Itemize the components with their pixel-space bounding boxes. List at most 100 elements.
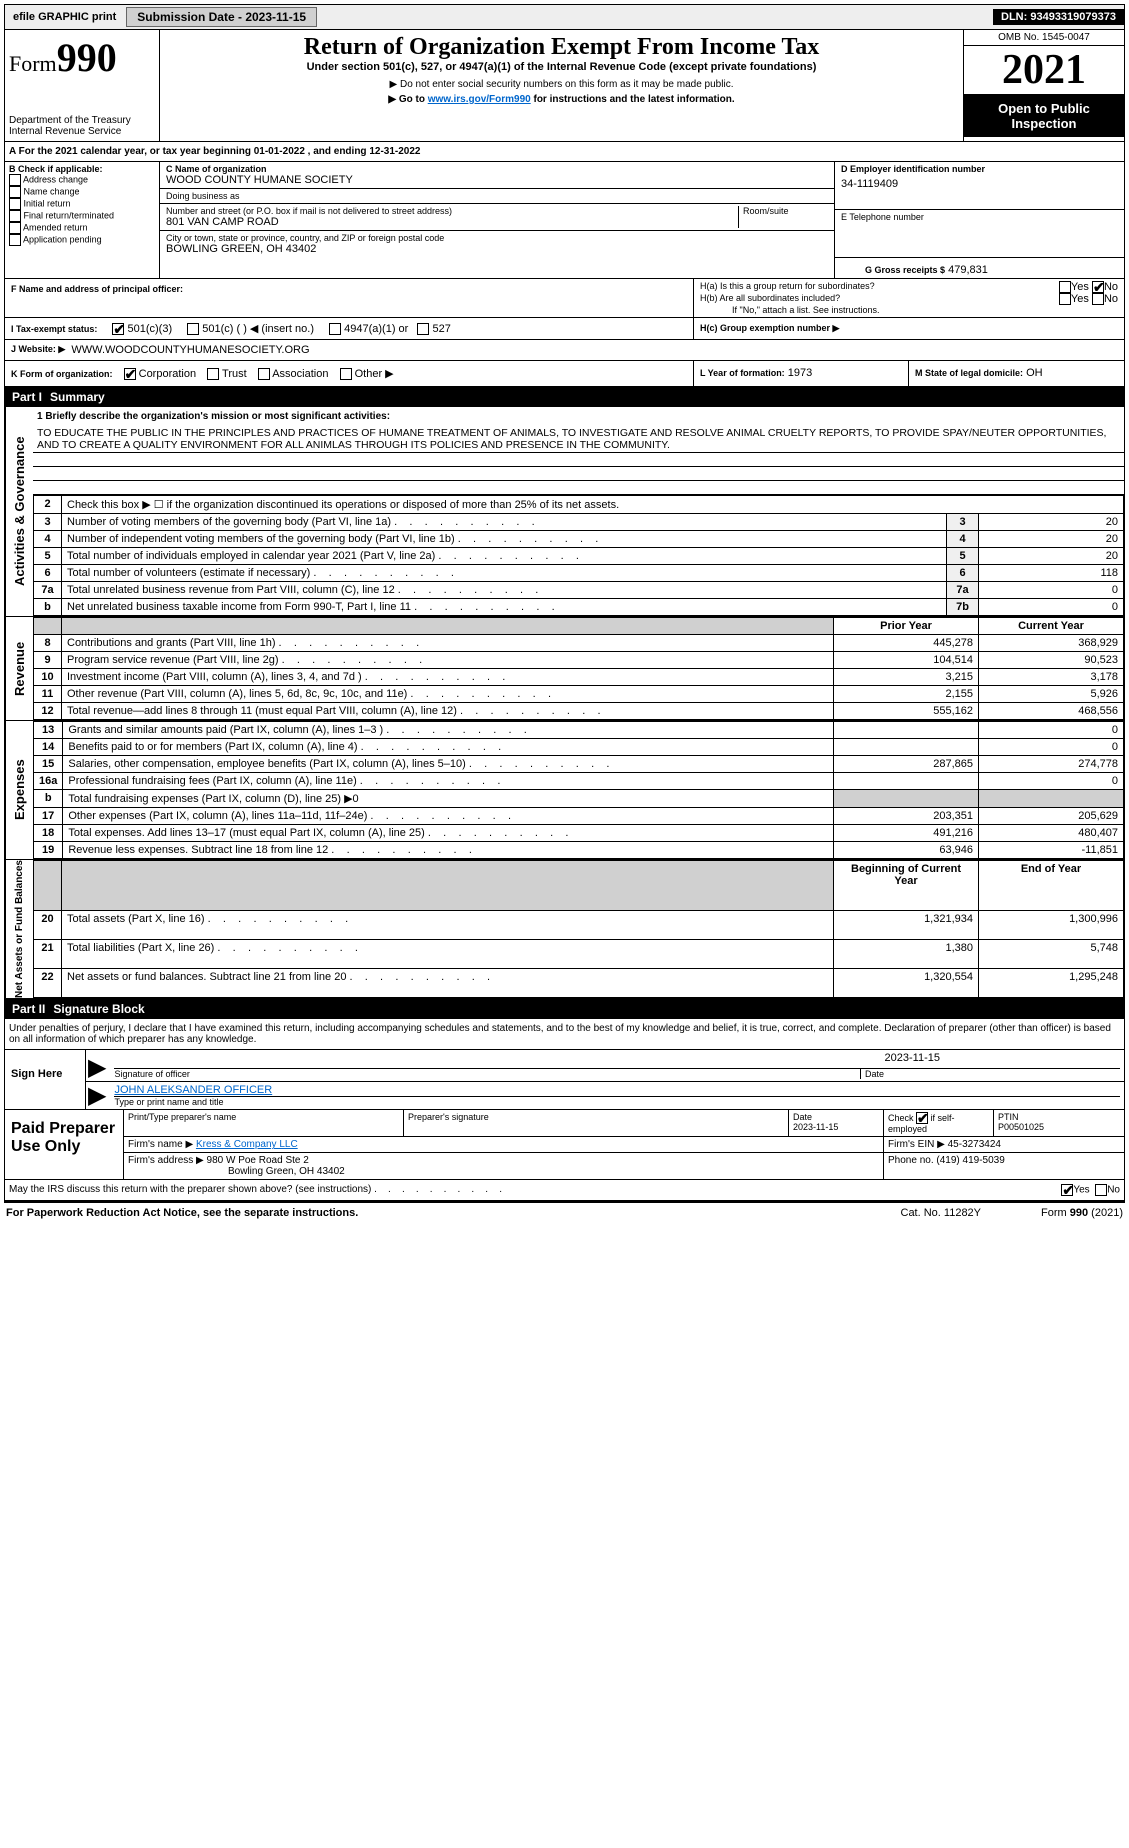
lbl-address-change: Address change (23, 174, 88, 184)
chk-501c[interactable] (187, 323, 199, 335)
paid-preparer-block: Paid Preparer Use Only Print/Type prepar… (4, 1110, 1125, 1180)
firm-ein-lbl: Firm's EIN ▶ (888, 1139, 945, 1150)
opt-corp: Corporation (139, 368, 196, 380)
table-row: 11Other revenue (Part VIII, column (A), … (34, 686, 1124, 703)
discuss-yes: Yes (1073, 1185, 1089, 1196)
table-row: 6Total number of volunteers (estimate if… (34, 565, 1124, 582)
form-footer: Form 990 (2021) (1041, 1207, 1123, 1219)
netassets-table: Beginning of Current YearEnd of Year20To… (33, 860, 1124, 998)
year-formation-value: 1973 (788, 367, 812, 379)
section-b-label: B Check if applicable: (9, 164, 155, 174)
h-b-note: If "No," attach a list. See instructions… (700, 305, 1118, 315)
firm-addr-lbl: Firm's address ▶ (128, 1155, 204, 1166)
chk-corp[interactable] (124, 368, 136, 380)
ptin-val: P00501025 (998, 1122, 1120, 1132)
ha-yes: Yes (1071, 281, 1089, 293)
entity-block: B Check if applicable: Address change Na… (4, 162, 1125, 279)
city-value: BOWLING GREEN, OH 43402 (166, 243, 828, 255)
form-prefix: Form (9, 51, 57, 76)
table-row: 13Grants and similar amounts paid (Part … (34, 722, 1124, 739)
vtab-revenue: Revenue (5, 617, 33, 720)
chk-4947[interactable] (329, 323, 341, 335)
goto-post: for instructions and the latest informat… (531, 94, 735, 105)
chk-hb-yes[interactable] (1059, 293, 1071, 305)
chk-final-return[interactable] (9, 210, 21, 222)
principal-officer-label: F Name and address of principal officer: (11, 284, 183, 294)
chk-assoc[interactable] (258, 368, 270, 380)
chk-other[interactable] (340, 368, 352, 380)
lbl-name-change: Name change (24, 186, 80, 196)
chk-initial-return[interactable] (9, 198, 21, 210)
paid-preparer-label: Paid Preparer Use Only (5, 1110, 123, 1179)
klm-block: K Form of organization: Corporation Trus… (4, 361, 1125, 387)
lbl-final-return: Final return/terminated (24, 210, 115, 220)
mission-line2 (33, 453, 1124, 467)
chk-hb-no[interactable] (1092, 293, 1104, 305)
lbl-amended: Amended return (23, 222, 88, 232)
governance-table: 2Check this box ▶ ☐ if the organization … (33, 495, 1124, 616)
chk-app-pending[interactable] (9, 234, 21, 246)
pra-notice: For Paperwork Reduction Act Notice, see … (6, 1207, 901, 1219)
top-toolbar: efile GRAPHIC print Submission Date - 20… (4, 4, 1125, 30)
firm-ein-val: 45-3273424 (948, 1139, 1001, 1150)
table-row: 14Benefits paid to or for members (Part … (34, 739, 1124, 756)
table-row: 17Other expenses (Part IX, column (A), l… (34, 808, 1124, 825)
table-row: 12Total revenue—add lines 8 through 11 (… (34, 703, 1124, 720)
table-row: 2Check this box ▶ ☐ if the organization … (34, 496, 1124, 514)
state-domicile-label: M State of legal domicile: (915, 368, 1023, 378)
netassets-section: Net Assets or Fund Balances Beginning of… (4, 860, 1125, 999)
chk-amended[interactable] (9, 222, 21, 234)
firm-name-lbl: Firm's name ▶ (128, 1139, 193, 1150)
sign-here-block: Sign Here ▶ 2023-11-15 Signature of offi… (4, 1050, 1125, 1110)
discuss-row: May the IRS discuss this return with the… (4, 1180, 1125, 1201)
sig-date-label: Date (860, 1068, 1120, 1079)
irs-label: Internal Revenue Service (9, 126, 155, 137)
expenses-table: 13Grants and similar amounts paid (Part … (33, 721, 1124, 859)
footer-990: 990 (1070, 1207, 1088, 1219)
chk-discuss-no[interactable] (1095, 1184, 1107, 1196)
table-row: 18Total expenses. Add lines 13–17 (must … (34, 825, 1124, 842)
opt-assoc: Association (272, 368, 328, 380)
year-formation-label: L Year of formation: (700, 368, 785, 378)
hb-yes: Yes (1071, 293, 1089, 305)
chk-address-change[interactable] (9, 174, 21, 186)
mission-label: 1 Briefly describe the organization's mi… (33, 407, 1124, 426)
table-row: 19Revenue less expenses. Subtract line 1… (34, 842, 1124, 859)
part1-num: Part I (12, 390, 50, 404)
firm-addr2: Bowling Green, OH 43402 (128, 1166, 879, 1177)
chk-discuss-yes[interactable] (1061, 1184, 1073, 1196)
website-label: J Website: ▶ (11, 344, 65, 356)
vtab-netassets: Net Assets or Fund Balances (5, 860, 33, 998)
opt-trust: Trust (222, 368, 247, 380)
ein-label: D Employer identification number (841, 164, 1118, 174)
ssn-note: ▶ Do not enter social security numbers o… (168, 79, 955, 90)
irs-link[interactable]: www.irs.gov/Form990 (428, 94, 531, 105)
chk-ha-no[interactable] (1092, 281, 1104, 293)
dln-label: DLN: 93493319079373 (993, 9, 1124, 25)
line-a-tax-year: A For the 2021 calendar year, or tax yea… (4, 142, 1125, 162)
officer-name: JOHN ALEKSANDER OFFICER (114, 1084, 1120, 1096)
chk-501c3[interactable] (112, 323, 124, 335)
firm-name-val[interactable]: Kress & Company LLC (196, 1139, 298, 1150)
sign-date-value: 2023-11-15 (114, 1052, 1120, 1068)
chk-trust[interactable] (207, 368, 219, 380)
org-name: WOOD COUNTY HUMANE SOCIETY (166, 174, 828, 186)
f-h-block: F Name and address of principal officer:… (4, 279, 1125, 318)
street-label: Number and street (or P.O. box if mail i… (166, 206, 738, 216)
submission-date-button[interactable]: Submission Date - 2023-11-15 (126, 7, 317, 27)
chk-ha-yes[interactable] (1059, 281, 1071, 293)
phone-label: E Telephone number (841, 212, 1118, 222)
lbl-initial-return: Initial return (24, 198, 71, 208)
table-header: Beginning of Current YearEnd of Year (34, 861, 1124, 911)
city-label: City or town, state or province, country… (166, 233, 828, 243)
chk-name-change[interactable] (9, 186, 21, 198)
ptin-hdr: PTIN (998, 1112, 1120, 1122)
chk-527[interactable] (417, 323, 429, 335)
chk-self-employed[interactable] (916, 1112, 928, 1124)
website-value: WWW.WOODCOUNTYHUMANESOCIETY.ORG (71, 344, 309, 356)
vtab-expenses: Expenses (5, 721, 33, 859)
form-header: Form990 Department of the Treasury Inter… (4, 30, 1125, 142)
mission-line3 (33, 467, 1124, 481)
open-public-badge: Open to Public Inspection (964, 95, 1124, 137)
revenue-section: Revenue Prior YearCurrent Year8Contribut… (4, 617, 1125, 721)
